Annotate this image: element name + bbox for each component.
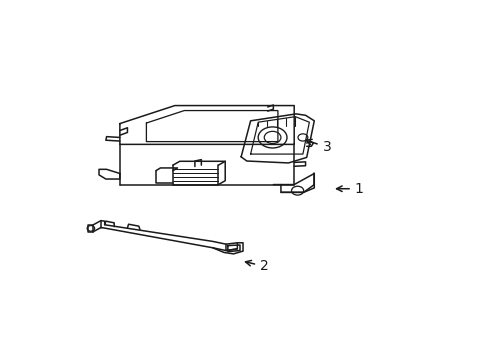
Text: 1: 1 xyxy=(336,182,363,196)
Text: 3: 3 xyxy=(305,139,331,154)
Text: 2: 2 xyxy=(245,259,268,273)
